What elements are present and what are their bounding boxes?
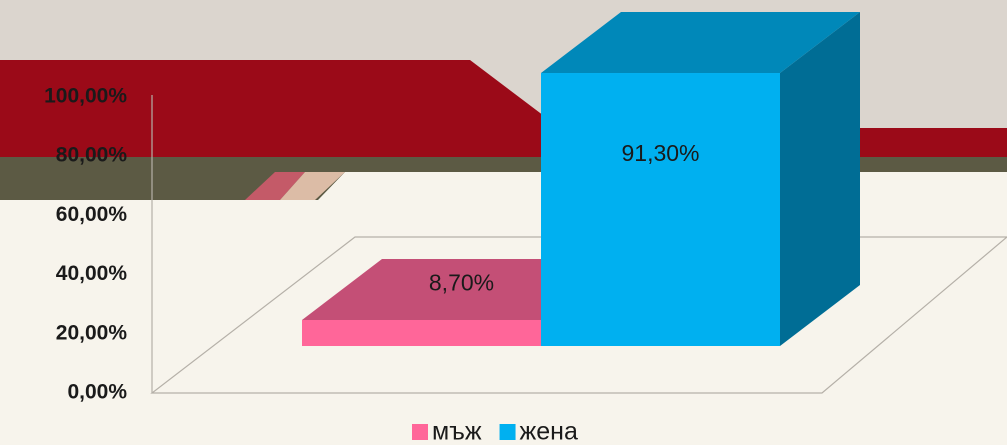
decor <box>245 172 305 200</box>
legend-label: мъж <box>432 418 482 445</box>
y-tick-label: 60,00% <box>56 203 128 226</box>
y-tick-label: 80,00% <box>56 144 128 167</box>
data-label: 91,30% <box>621 140 699 166</box>
bar-top <box>541 12 860 74</box>
y-tick-label: 20,00% <box>56 321 128 344</box>
y-tick-label: 40,00% <box>56 262 128 285</box>
bar <box>541 73 780 346</box>
legend-label: жена <box>520 418 578 445</box>
legend-swatch <box>412 424 428 440</box>
floor <box>150 236 1007 394</box>
bar <box>302 319 541 346</box>
y-tick-label: 100,00% <box>44 85 127 108</box>
y-tick-label: 0,00% <box>67 381 127 404</box>
decor <box>280 172 345 200</box>
bar-side <box>780 12 860 346</box>
legend-swatch <box>499 424 516 440</box>
data-label: 8,70% <box>429 270 494 296</box>
